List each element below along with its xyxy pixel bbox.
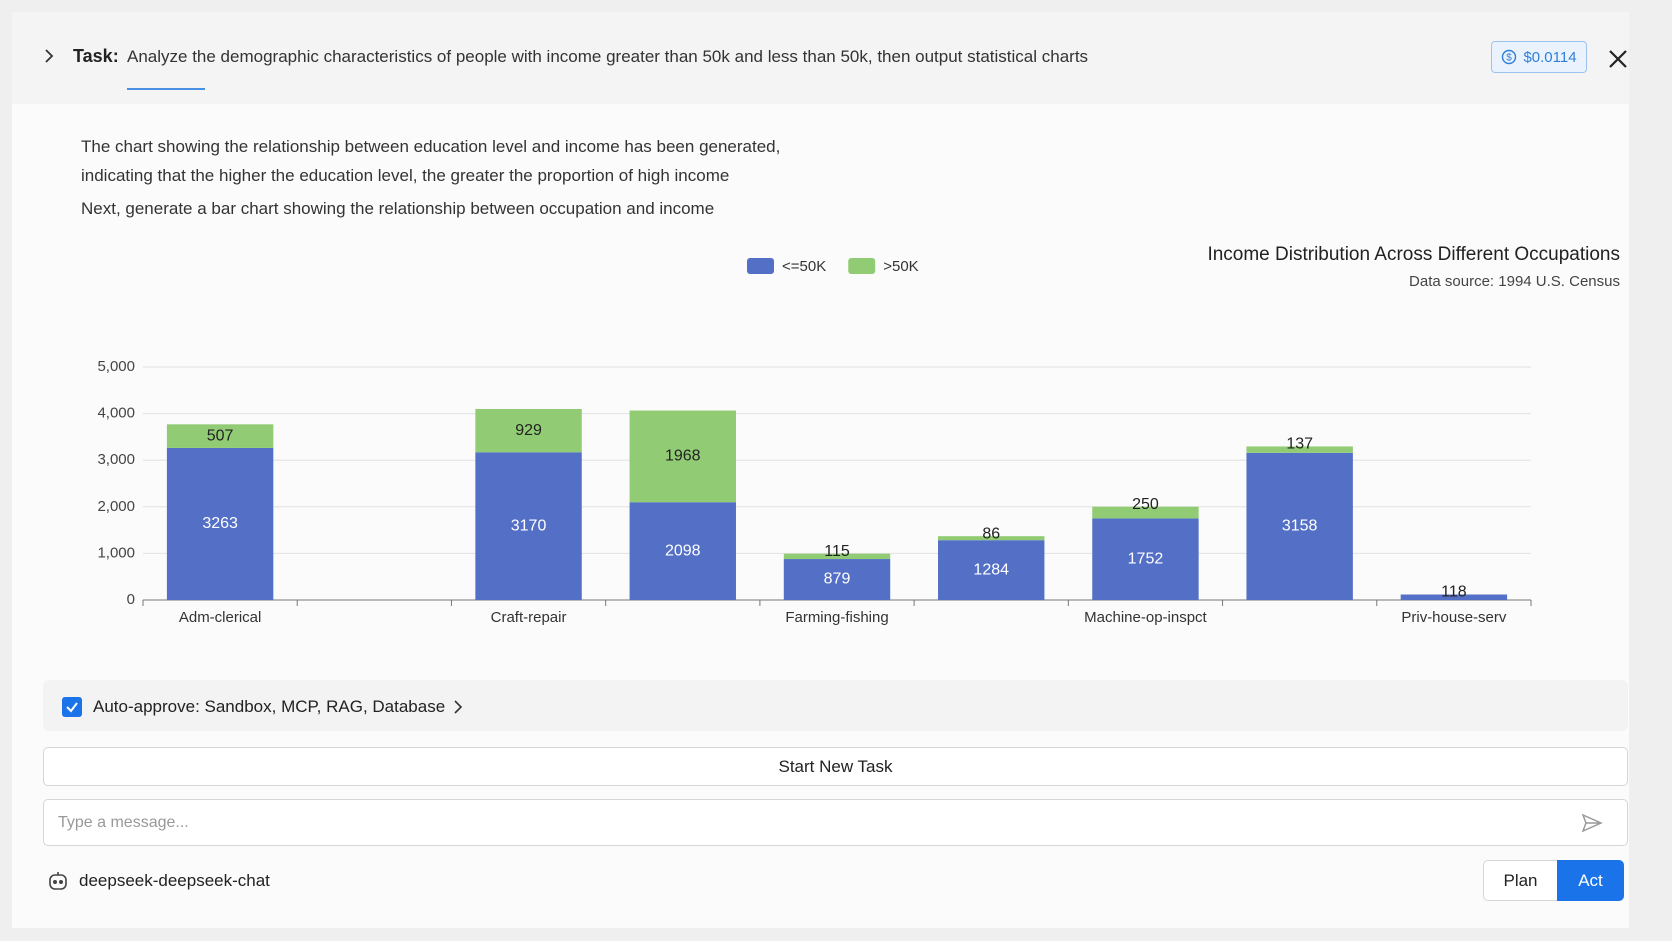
message-input[interactable]: Type a message... [43,799,1628,846]
data-label: 929 [515,422,542,439]
underline [127,88,205,90]
send-icon[interactable] [1581,813,1603,833]
y-tick-label: 3,000 [97,451,135,468]
y-tick-label: 1,000 [97,544,135,561]
bar-segment [783,553,891,560]
data-label: 3263 [202,515,238,532]
bar-segment [629,410,736,503]
data-label: 250 [1132,496,1159,513]
bar-segment [1400,594,1508,600]
x-tick-label: Priv-house-serv [1401,609,1507,626]
placeholder: Type a message... [58,813,189,831]
bar-segment [1092,518,1199,600]
bar-segment [166,424,274,448]
bar-segment [166,447,274,600]
auto-approve-label[interactable]: Auto-approve: Sandbox, MCP, RAG, Databas… [93,697,446,716]
y-tick-label: 4,000 [97,405,135,422]
chart-subtitle: Data source: 1994 U.S. Census [1409,273,1620,290]
x-tick-label: Craft-repair [491,609,567,626]
data-label: 2098 [665,542,701,559]
data-label: 115 [824,543,850,560]
message: indicating that the higher the education… [81,166,730,185]
x-tick-label: Farming-fishing [785,609,888,626]
data-label: 507 [207,427,234,444]
chevron[interactable] [452,699,464,715]
data-label: 86 [982,525,1000,542]
chart-title: Income Distribution Across Different Occ… [1207,244,1620,265]
task-text: Analyze the demographic characteristics … [127,47,1089,66]
legend-swatch [747,258,774,274]
plan-button[interactable]: Plan [1483,860,1558,901]
legend-label: <=50K [782,258,826,275]
cost-badge: $ $0.0114 [1491,41,1587,73]
close-button[interactable] [1607,48,1629,70]
header [12,12,1629,104]
data-label: 118 [1441,584,1467,601]
y-tick-label: 5,000 [97,358,135,375]
data-label: 1284 [973,561,1009,578]
bar-segment [1246,446,1353,453]
bar-segment [938,540,1045,600]
bar-segment [783,559,891,600]
message: Next, generate a bar chart showing the r… [81,199,715,218]
model-icon [49,872,67,890]
cost-icon: $ [1502,49,1517,65]
x-tick-label: Machine-op-inspct [1084,609,1207,626]
data-label: 1968 [665,448,701,465]
bar-segment [1246,452,1353,600]
bar-segment [1092,506,1199,519]
model-name: deepseek-deepseek-chat [79,871,270,890]
x-tick-label: Adm-clerical [179,609,262,626]
legend-label: >50K [883,258,918,275]
data-label: 3170 [511,517,547,534]
data-label: 137 [1286,436,1313,453]
task-label: Task: [73,46,119,66]
chart: Income Distribution Across Different Occ… [97,244,1620,626]
checkbox[interactable] [62,697,82,717]
start-new-task[interactable]: Start New Task [43,747,1628,786]
data-label: 879 [824,571,851,588]
expand-icon[interactable] [42,48,56,64]
svg-text:$: $ [1507,53,1513,64]
auto-approve-bar [43,680,1628,731]
legend-swatch [848,258,876,274]
data-label: 3158 [1282,518,1318,535]
act-button[interactable]: Act [1557,860,1624,901]
cost: $0.0114 [1523,48,1577,66]
bar-segment [475,452,582,600]
bar-segment [938,536,1045,541]
bar-segment [629,502,736,600]
y-tick-label: 0 [127,591,135,608]
y-tick-label: 2,000 [97,498,135,515]
bar-segment [475,408,582,453]
message: The chart showing the relationship betwe… [81,137,781,156]
data-label: 1752 [1128,550,1164,567]
